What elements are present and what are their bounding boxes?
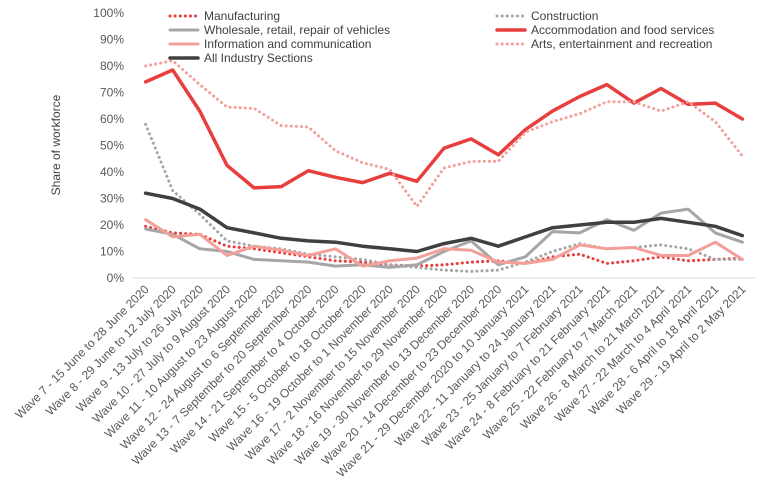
legend: Manufacturing Construction Wholesale, reta… xyxy=(168,9,714,65)
legend-label: Construction xyxy=(531,9,598,23)
series-line xyxy=(144,122,744,273)
legend-entry: Arts, entertainment and recreation xyxy=(495,37,712,51)
y-axis-title-group: Share of workforce xyxy=(49,94,63,195)
legend-label: Information and communication xyxy=(204,37,371,51)
y-tick-label: 0% xyxy=(107,271,125,285)
series-line xyxy=(144,59,744,208)
y-tick-label: 80% xyxy=(100,59,124,73)
legend-label: All Industry Sections xyxy=(204,51,313,65)
legend-label: Manufacturing xyxy=(204,9,280,23)
y-tick-label: 30% xyxy=(100,192,124,206)
series-line xyxy=(143,191,745,254)
legend-label: Arts, entertainment and recreation xyxy=(531,37,712,51)
legend-entry: Wholesale, retail, repair of vehicles xyxy=(168,23,390,37)
y-tick-label: 50% xyxy=(100,139,124,153)
legend-entry: Information and communication xyxy=(168,37,371,51)
y-tick-labels: 0% 10% 20% 30% 40% 50% 60% 70% 80% 90% 100% xyxy=(93,6,124,285)
y-tick-label: 60% xyxy=(100,112,124,126)
y-axis-title: Share of workforce xyxy=(49,94,63,195)
legend-label: Wholesale, retail, repair of vehicles xyxy=(204,23,390,37)
y-tick-label: 40% xyxy=(100,165,124,179)
legend-entry: Accommodation and food services xyxy=(495,23,714,37)
legend-entry: Manufacturing xyxy=(168,9,280,23)
series-lines xyxy=(143,59,745,273)
series-line xyxy=(144,218,744,268)
y-tick-label: 90% xyxy=(100,33,124,47)
legend-entry: Construction xyxy=(495,9,598,23)
series-line xyxy=(143,68,745,190)
y-tick-label: 70% xyxy=(100,86,124,100)
y-tick-label: 100% xyxy=(93,6,124,20)
series-line xyxy=(144,224,744,268)
y-tick-label: 20% xyxy=(100,218,124,232)
legend-label: Accommodation and food services xyxy=(531,23,714,37)
legend-entry: All Industry Sections xyxy=(168,51,313,65)
y-tick-label: 10% xyxy=(100,245,124,259)
series-line xyxy=(144,207,744,269)
